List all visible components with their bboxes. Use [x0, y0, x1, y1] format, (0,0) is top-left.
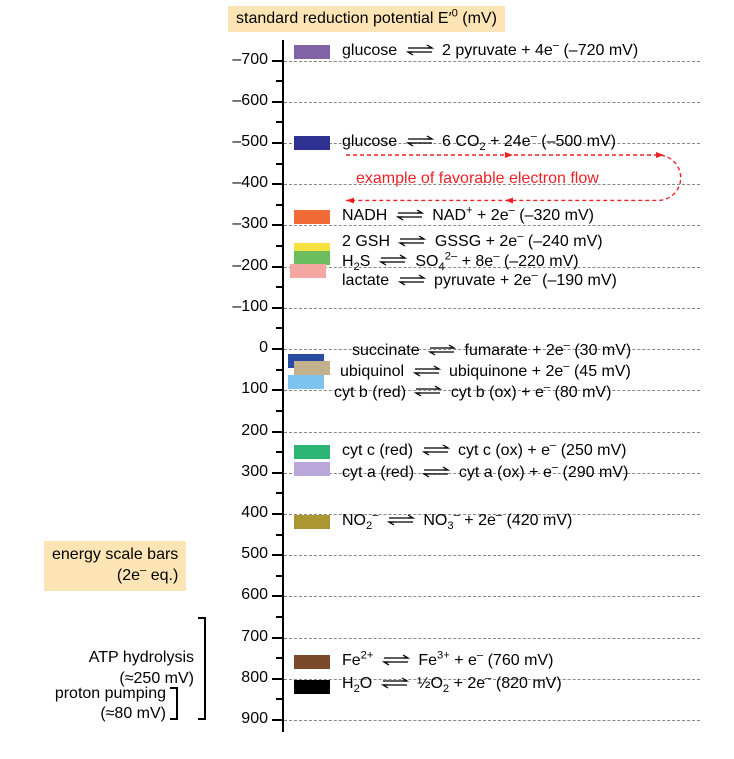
reaction-label: cyt a (red) cyt a (ox) + e– (290 mV) — [342, 464, 628, 482]
tick-label: 0 — [224, 339, 268, 357]
reaction-chip — [294, 361, 330, 375]
tick-label: 500 — [224, 545, 268, 563]
tick-label: 300 — [224, 463, 268, 481]
tick-label: –300 — [224, 215, 268, 233]
tick-label: –600 — [224, 92, 268, 110]
tick — [272, 307, 282, 309]
tick — [272, 183, 282, 185]
tick — [276, 698, 282, 700]
gridline — [284, 720, 700, 721]
tick — [276, 121, 282, 123]
tick-label: 700 — [224, 628, 268, 646]
gridline — [284, 596, 700, 597]
reaction-label: Fe2+ Fe3+ + e– (760 mV) — [342, 652, 553, 670]
tick — [276, 657, 282, 659]
reaction-chip — [294, 45, 330, 59]
gridline — [284, 555, 700, 556]
reaction-chip — [294, 655, 330, 669]
reaction-chip — [294, 680, 330, 694]
tick — [276, 163, 282, 165]
tick-label: 900 — [224, 710, 268, 728]
title-box: standard reduction potential E′0 (mV) — [228, 6, 505, 32]
reaction-label: cyt c (red) cyt c (ox) + e– (250 mV) — [342, 442, 627, 460]
tick — [276, 327, 282, 329]
tick-label: –500 — [224, 133, 268, 151]
reaction-label: succinate fumarate + 2e– (30 mV) — [352, 342, 631, 360]
tick — [272, 719, 282, 721]
energy-bracket — [200, 617, 206, 720]
energy-bar-label: proton pumping(≈80 mV) — [16, 684, 166, 726]
tick-label: 800 — [224, 669, 268, 687]
reaction-chip — [288, 375, 324, 389]
example-flow-arrows — [342, 149, 688, 213]
tick — [272, 513, 282, 515]
gridline — [284, 225, 700, 226]
reaction-label: H2O ½O2 + 2e– (820 mV) — [342, 675, 562, 693]
tick — [276, 575, 282, 577]
tick — [272, 266, 282, 268]
reaction-label: ubiquinol ubiquinone + 2e– (45 mV) — [340, 363, 631, 381]
reaction-chip — [294, 462, 330, 476]
gridline — [284, 102, 700, 103]
tick — [272, 431, 282, 433]
tick-label: –200 — [224, 257, 268, 275]
energy-bracket — [172, 687, 178, 720]
tick — [272, 224, 282, 226]
tick — [272, 472, 282, 474]
tick — [272, 595, 282, 597]
tick — [276, 204, 282, 206]
tick — [272, 389, 282, 391]
reaction-label: glucose 2 pyruvate + 4e– (–720 mV) — [342, 42, 638, 60]
tick-label: 600 — [224, 586, 268, 604]
tick — [276, 286, 282, 288]
gridline — [284, 432, 700, 433]
tick-label: 400 — [224, 504, 268, 522]
tick — [272, 348, 282, 350]
gridline — [284, 61, 700, 62]
reaction-chip — [294, 136, 330, 150]
tick-label: –700 — [224, 51, 268, 69]
tick — [276, 451, 282, 453]
tick — [272, 60, 282, 62]
tick — [276, 492, 282, 494]
tick — [272, 554, 282, 556]
reaction-label: lactate pyruvate + 2e– (–190 mV) — [342, 272, 617, 290]
reaction-chip — [294, 515, 330, 529]
reaction-label: cyt b (red) cyt b (ox) + e– (80 mV) — [334, 384, 611, 402]
tick — [272, 142, 282, 144]
tick-label: –400 — [224, 174, 268, 192]
tick — [276, 245, 282, 247]
tick — [276, 80, 282, 82]
energy-scale-title: energy scale bars(2e– eq.) — [44, 541, 186, 591]
tick — [272, 637, 282, 639]
gridline — [284, 308, 700, 309]
reaction-label: H2S SO42– + 8e– (–220 mV) — [342, 253, 579, 271]
reaction-chip — [290, 264, 326, 278]
tick — [276, 410, 282, 412]
tick — [276, 534, 282, 536]
tick-label: –100 — [224, 298, 268, 316]
tick-label: 200 — [224, 422, 268, 440]
reaction-chip — [294, 210, 330, 224]
tick — [276, 369, 282, 371]
tick — [272, 101, 282, 103]
tick — [272, 678, 282, 680]
tick-label: 100 — [224, 380, 268, 398]
reaction-chip — [294, 445, 330, 459]
reaction-label: NO2– NO3– + 2e– (420 mV) — [342, 512, 572, 530]
gridline — [284, 638, 700, 639]
reaction-label: 2 GSH GSSG + 2e– (–240 mV) — [342, 233, 603, 251]
tick — [276, 616, 282, 618]
reaction-label: glucose 6 CO2 + 24e– (–500 mV) — [342, 133, 616, 151]
